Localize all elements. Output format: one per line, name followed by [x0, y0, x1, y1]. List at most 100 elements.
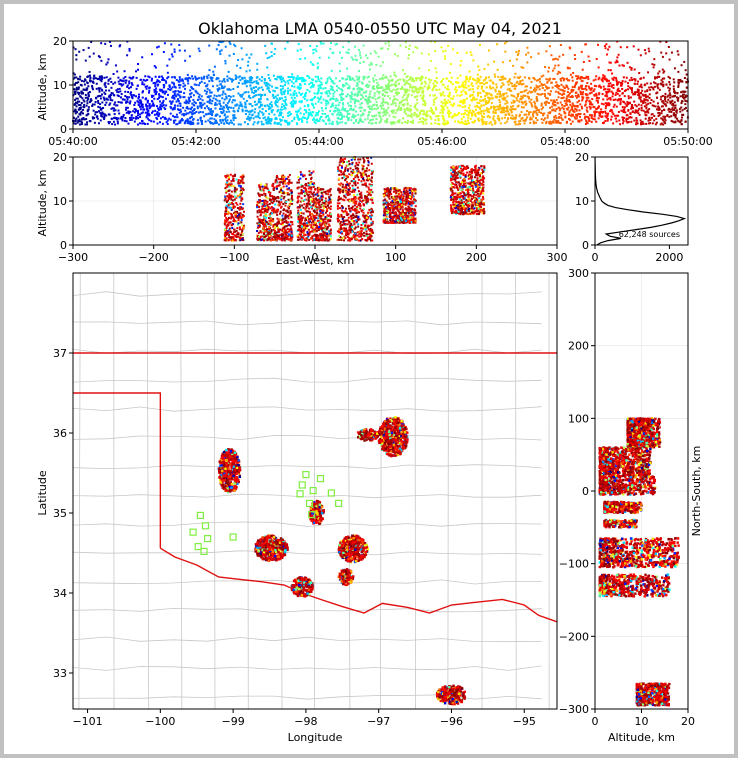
lightning-source	[177, 93, 180, 96]
lightning-source	[184, 84, 187, 87]
lightning-source	[652, 104, 655, 107]
lightning-source	[512, 105, 515, 108]
lightning-source	[551, 109, 554, 112]
lightning-source	[304, 57, 307, 60]
lightning-source	[250, 88, 253, 91]
lightning-source	[499, 122, 502, 125]
lightning-source	[288, 79, 291, 82]
lightning-source	[255, 94, 258, 97]
lightning-source	[375, 78, 378, 81]
lightning-source	[649, 122, 652, 125]
lightning-source	[292, 82, 295, 85]
lightning-source	[519, 123, 522, 126]
lightning-source	[538, 84, 541, 87]
lightning-source	[451, 97, 454, 100]
lightning-source	[173, 97, 176, 100]
lightning-source	[160, 95, 163, 98]
lightning-source	[524, 103, 527, 106]
lightning-source	[459, 104, 462, 107]
lightning-source	[367, 121, 370, 124]
lightning-source	[394, 88, 397, 91]
lightning-source	[282, 85, 285, 88]
lightning-source	[581, 96, 584, 99]
lightning-source	[240, 187, 243, 190]
x-tick-label: 300	[547, 251, 568, 264]
lightning-source	[267, 197, 270, 200]
lightning-source	[524, 94, 527, 97]
lightning-source	[586, 82, 589, 85]
lightning-source	[561, 89, 564, 92]
lightning-source	[538, 111, 541, 114]
lightning-source	[158, 94, 161, 97]
lightning-source	[179, 102, 182, 105]
lightning-source	[264, 110, 267, 113]
lightning-source	[170, 53, 173, 56]
lightning-source	[403, 108, 406, 111]
lightning-source	[385, 76, 388, 79]
lightning-source	[74, 109, 77, 112]
lightning-source	[648, 93, 651, 96]
lightning-source	[476, 87, 479, 90]
lightning-source	[270, 51, 273, 54]
lightning-source	[352, 108, 355, 111]
lightning-source	[394, 102, 397, 105]
lightning-source	[566, 120, 569, 123]
lightning-source	[428, 94, 431, 97]
lightning-source	[403, 88, 406, 91]
lightning-source	[328, 122, 331, 125]
lightning-source	[84, 59, 87, 62]
lightning-source	[87, 94, 90, 97]
lightning-source	[192, 118, 195, 121]
lightning-source	[420, 52, 423, 55]
lightning-source	[465, 122, 468, 125]
lightning-source	[292, 104, 295, 107]
lightning-source	[126, 54, 129, 57]
lightning-source	[614, 94, 617, 97]
lightning-source	[84, 93, 87, 96]
lightning-source	[318, 117, 321, 120]
lightning-source	[352, 115, 355, 118]
lightning-source	[340, 116, 343, 119]
lightning-source	[655, 121, 658, 124]
lightning-source	[155, 116, 158, 119]
lightning-source	[595, 110, 598, 113]
lightning-source	[653, 85, 656, 88]
lightning-source	[419, 112, 422, 115]
lightning-source	[95, 87, 98, 90]
lightning-source	[257, 231, 260, 234]
lightning-source	[549, 120, 552, 123]
lightning-source	[274, 47, 277, 50]
lightning-source	[475, 82, 478, 85]
lightning-source	[244, 106, 247, 109]
lightning-source	[538, 77, 541, 80]
lightning-source	[317, 110, 320, 113]
lightning-source	[228, 216, 231, 219]
lightning-source	[211, 110, 214, 113]
lightning-source	[100, 42, 103, 45]
lightning-source	[608, 85, 611, 88]
lightning-source	[517, 104, 520, 107]
lightning-source	[427, 53, 430, 56]
lightning-source	[346, 113, 349, 116]
lightning-source	[582, 60, 585, 63]
lightning-source	[139, 108, 142, 111]
lightning-source	[224, 104, 227, 107]
lightning-source	[618, 94, 621, 97]
lightning-source	[685, 73, 688, 76]
lightning-source	[495, 96, 498, 99]
lightning-source	[637, 109, 640, 112]
lightning-source	[619, 99, 622, 102]
lightning-source	[403, 98, 406, 101]
lightning-source	[230, 106, 233, 109]
lightning-source	[677, 78, 680, 81]
lightning-source	[156, 111, 159, 114]
lightning-source	[388, 81, 391, 84]
lightning-source	[326, 92, 329, 95]
lightning-source	[430, 117, 433, 120]
lightning-source	[418, 117, 421, 120]
lightning-source	[222, 101, 225, 104]
lightning-source	[621, 106, 624, 109]
lightning-source	[170, 102, 173, 105]
lightning-source	[656, 83, 659, 86]
lightning-source	[74, 122, 77, 125]
